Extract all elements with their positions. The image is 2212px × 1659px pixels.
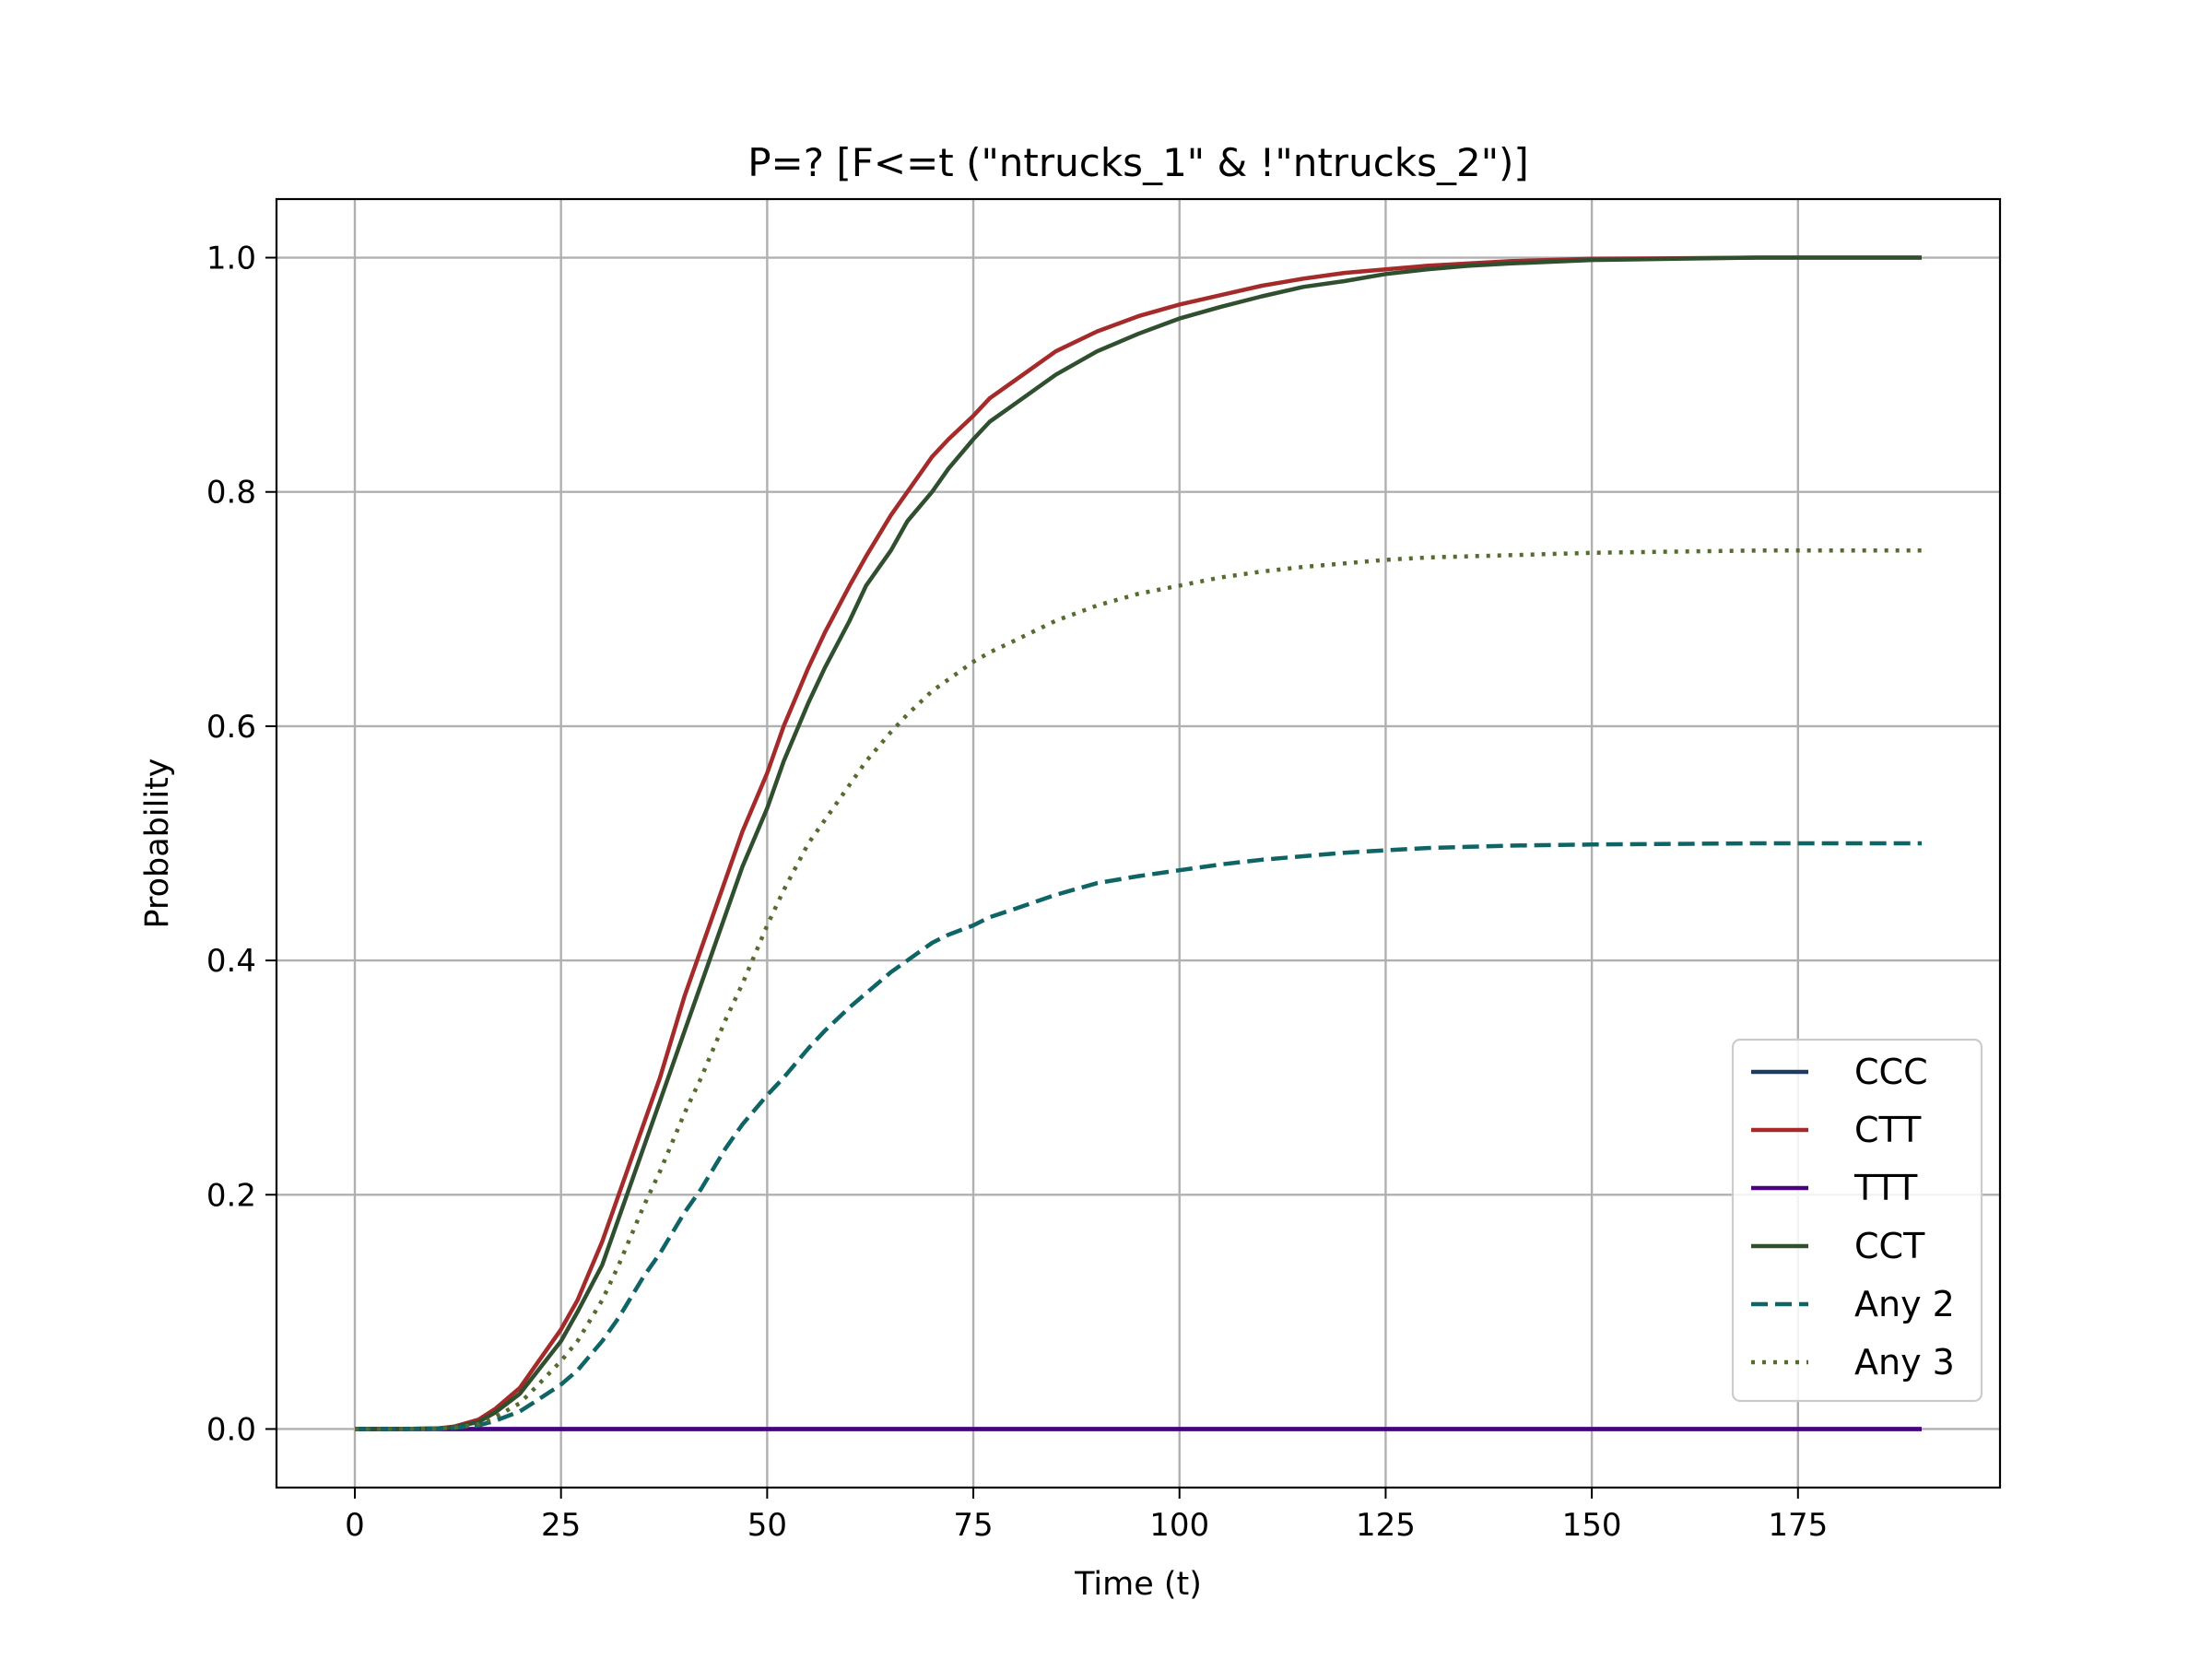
y-tick-label: 0.8 <box>206 475 256 512</box>
x-tick-label: 75 <box>953 1507 993 1544</box>
y-tick-label: 1.0 <box>206 241 256 277</box>
y-axis-label: Probability <box>139 758 176 928</box>
legend-label: TTT <box>1853 1168 1918 1208</box>
x-tick-label: 50 <box>747 1507 787 1544</box>
y-tick-label: 0.4 <box>206 943 256 980</box>
series-group <box>355 255 1922 1431</box>
x-axis-label: Time (t) <box>1074 1566 1202 1603</box>
y-axis-ticks: 0.0 0.2 0.4 0.6 0.8 1.0 <box>206 241 276 1448</box>
series-line-cct <box>355 255 1922 1431</box>
x-tick-label: 125 <box>1356 1507 1416 1544</box>
chart-title: P=? [F<=t ("ntrucks_1" & !"ntrucks_2")] <box>747 140 1529 185</box>
y-tick-label: 0.6 <box>206 709 256 746</box>
x-tick-label: 175 <box>1768 1507 1828 1544</box>
x-tick-label: 100 <box>1149 1507 1209 1544</box>
x-tick-label: 150 <box>1562 1507 1622 1544</box>
y-tick-label: 0.0 <box>206 1411 256 1448</box>
legend-label: CTT <box>1854 1110 1922 1150</box>
series-line-any-3 <box>355 548 1922 1431</box>
x-tick-label: 25 <box>541 1507 581 1544</box>
legend-label: CCT <box>1854 1226 1925 1266</box>
x-axis-ticks: 0 25 50 75 100 125 150 175 <box>345 1488 1828 1544</box>
legend-label: Any 2 <box>1854 1284 1955 1324</box>
series-line-any-2 <box>355 841 1922 1431</box>
legend-label: CCC <box>1854 1052 1928 1092</box>
series-line-ctt <box>355 255 1922 1431</box>
y-tick-label: 0.2 <box>206 1177 256 1214</box>
legend: CCC CTT TTT CCT Any 2 Any 3 <box>1731 1038 1983 1403</box>
plot-frame <box>275 197 2002 1489</box>
legend-label: Any 3 <box>1854 1342 1955 1382</box>
x-tick-label: 0 <box>345 1507 365 1544</box>
